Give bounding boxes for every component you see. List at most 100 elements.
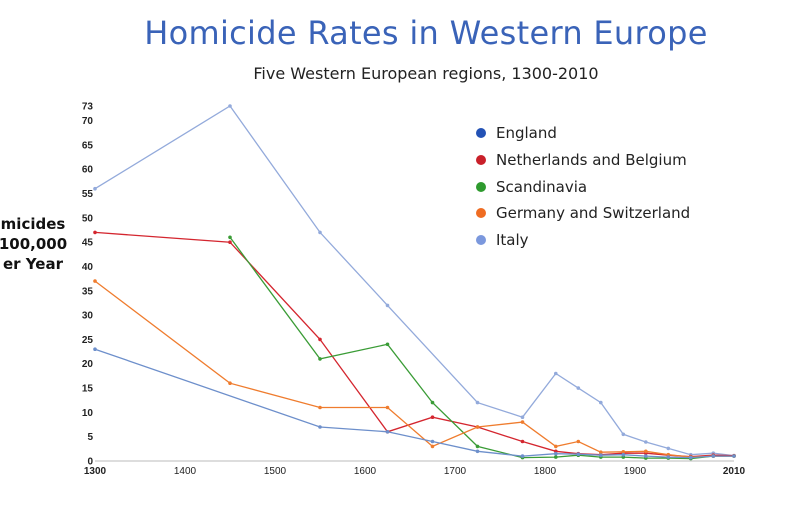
- legend-swatch-england: [476, 128, 486, 139]
- data-point-england: [644, 454, 648, 458]
- y-axis-label-line-1: micides: [0, 215, 66, 233]
- data-point-germany-and-switzerland: [520, 420, 525, 424]
- series-italy: [93, 104, 736, 458]
- legend-label-england: England: [496, 124, 557, 143]
- series-germany-and-switzerland: [93, 279, 736, 459]
- y-tick-label: 55: [82, 189, 94, 200]
- series-netherlands-and-belgium: [93, 230, 736, 459]
- data-point-netherlands-and-belgium: [520, 439, 525, 444]
- data-point-england: [318, 425, 322, 429]
- data-point-scandinavia: [228, 235, 232, 240]
- data-point-scandinavia: [318, 357, 322, 361]
- legend-item-england: England: [476, 120, 690, 147]
- y-tick-label: 45: [82, 238, 94, 249]
- y-tick-label: 40: [82, 262, 94, 273]
- y-tick-label: 65: [82, 140, 94, 151]
- series-line-netherlands-and-belgium: [94, 231, 735, 458]
- data-point-netherlands-and-belgium: [430, 415, 435, 420]
- x-tick-label: 2010: [723, 466, 746, 477]
- data-point-england: [621, 452, 626, 457]
- data-point-scandinavia: [554, 455, 558, 459]
- x-tick-label: 1600: [354, 466, 377, 477]
- data-point-italy: [475, 400, 480, 405]
- x-tick-label: 1500: [264, 466, 287, 477]
- data-point-germany-and-switzerland: [430, 444, 435, 449]
- y-tick-label: 10: [82, 408, 94, 419]
- data-point-germany-and-switzerland: [318, 405, 322, 410]
- data-point-netherlands-and-belgium: [228, 240, 232, 244]
- data-point-germany-and-switzerland: [621, 450, 626, 454]
- data-point-germany-and-switzerland: [644, 449, 648, 454]
- x-tick-label: 1300: [84, 466, 107, 477]
- series-line-scandinavia: [229, 236, 734, 460]
- legend-label-germany-switzerland: Germany and Switzerland: [496, 204, 691, 223]
- series-england: [93, 347, 736, 460]
- data-point-england: [385, 430, 390, 434]
- data-point-italy: [576, 386, 581, 390]
- data-point-england: [666, 455, 671, 459]
- data-point-germany-and-switzerland: [599, 450, 603, 455]
- legend-item-germany-switzerland: Germany and Switzerland: [476, 200, 690, 227]
- y-axis-label: micides 100,000 er Year: [0, 214, 88, 274]
- data-point-england: [599, 453, 603, 458]
- data-point-italy: [385, 303, 390, 308]
- data-point-scandinavia: [430, 400, 435, 405]
- data-point-germany-and-switzerland: [576, 439, 581, 444]
- data-point-italy: [554, 371, 558, 376]
- y-tick-label: 30: [82, 311, 94, 322]
- data-point-italy: [318, 230, 322, 235]
- legend-swatch-germany-switzerland: [476, 208, 486, 219]
- legend-item-scandinavia: Scandinavia: [476, 173, 690, 200]
- y-tick-label: 70: [82, 116, 94, 127]
- y-tick-label: 5: [87, 432, 93, 443]
- data-point-germany-and-switzerland: [228, 381, 232, 386]
- y-tick-label: 20: [82, 359, 94, 370]
- data-point-netherlands-and-belgium: [318, 337, 322, 342]
- y-tick-label: 73: [82, 102, 94, 113]
- data-point-england: [711, 454, 716, 458]
- y-tick-label: 50: [82, 213, 94, 224]
- data-point-england: [520, 454, 525, 458]
- series-line-germany-and-switzerland: [94, 280, 734, 458]
- chart-title: Homicide Rates in Western Europe: [144, 14, 708, 52]
- chart-series: [93, 104, 736, 461]
- data-point-italy: [599, 400, 603, 405]
- legend-swatch-italy: [476, 235, 486, 246]
- chart-subtitle: Five Western European regions, 1300-2010: [253, 64, 599, 83]
- data-point-italy: [666, 446, 671, 451]
- data-point-germany-and-switzerland: [475, 425, 480, 429]
- y-tick-label: 15: [82, 384, 94, 395]
- data-point-italy: [644, 440, 648, 444]
- legend-label-italy: Italy: [496, 231, 529, 250]
- data-point-italy: [520, 415, 525, 420]
- y-tick-label: 60: [82, 165, 94, 176]
- data-point-england: [430, 439, 435, 444]
- data-point-netherlands-and-belgium: [93, 230, 97, 235]
- data-point-scandinavia: [385, 342, 390, 347]
- x-tick-label: 1800: [534, 466, 557, 477]
- data-point-italy: [621, 432, 626, 437]
- legend-label-netherlands-belgium: Netherlands and Belgium: [496, 151, 687, 170]
- legend-swatch-scandinavia: [476, 181, 486, 192]
- data-point-england: [93, 347, 97, 352]
- y-tick-label: 35: [82, 286, 94, 297]
- x-tick-label: 1700: [444, 466, 467, 477]
- legend-label-scandinavia: Scandinavia: [496, 177, 588, 196]
- data-point-scandinavia: [475, 444, 480, 449]
- data-point-england: [576, 452, 581, 457]
- x-tick-label: 1400: [174, 466, 197, 477]
- data-point-germany-and-switzerland: [385, 405, 390, 410]
- chart-axes: 0 5 10 15 20 25 30 35 40 45 50 55 60 65 70 73 1300 1400 15…: [82, 102, 746, 478]
- legend-item-netherlands-belgium: Netherlands and Belgium: [476, 147, 690, 174]
- legend-item-italy: Italy: [476, 227, 690, 254]
- x-tick-label: 1900: [624, 466, 647, 477]
- data-point-germany-and-switzerland: [554, 444, 558, 449]
- data-point-england: [732, 454, 736, 458]
- data-point-england: [475, 449, 480, 454]
- y-tick-label: 0: [87, 457, 93, 468]
- data-point-italy: [93, 186, 97, 191]
- y-axis-label-line-3: er Year: [3, 255, 63, 273]
- y-axis-label-line-2: 100,000: [0, 235, 68, 253]
- data-point-italy: [228, 104, 232, 108]
